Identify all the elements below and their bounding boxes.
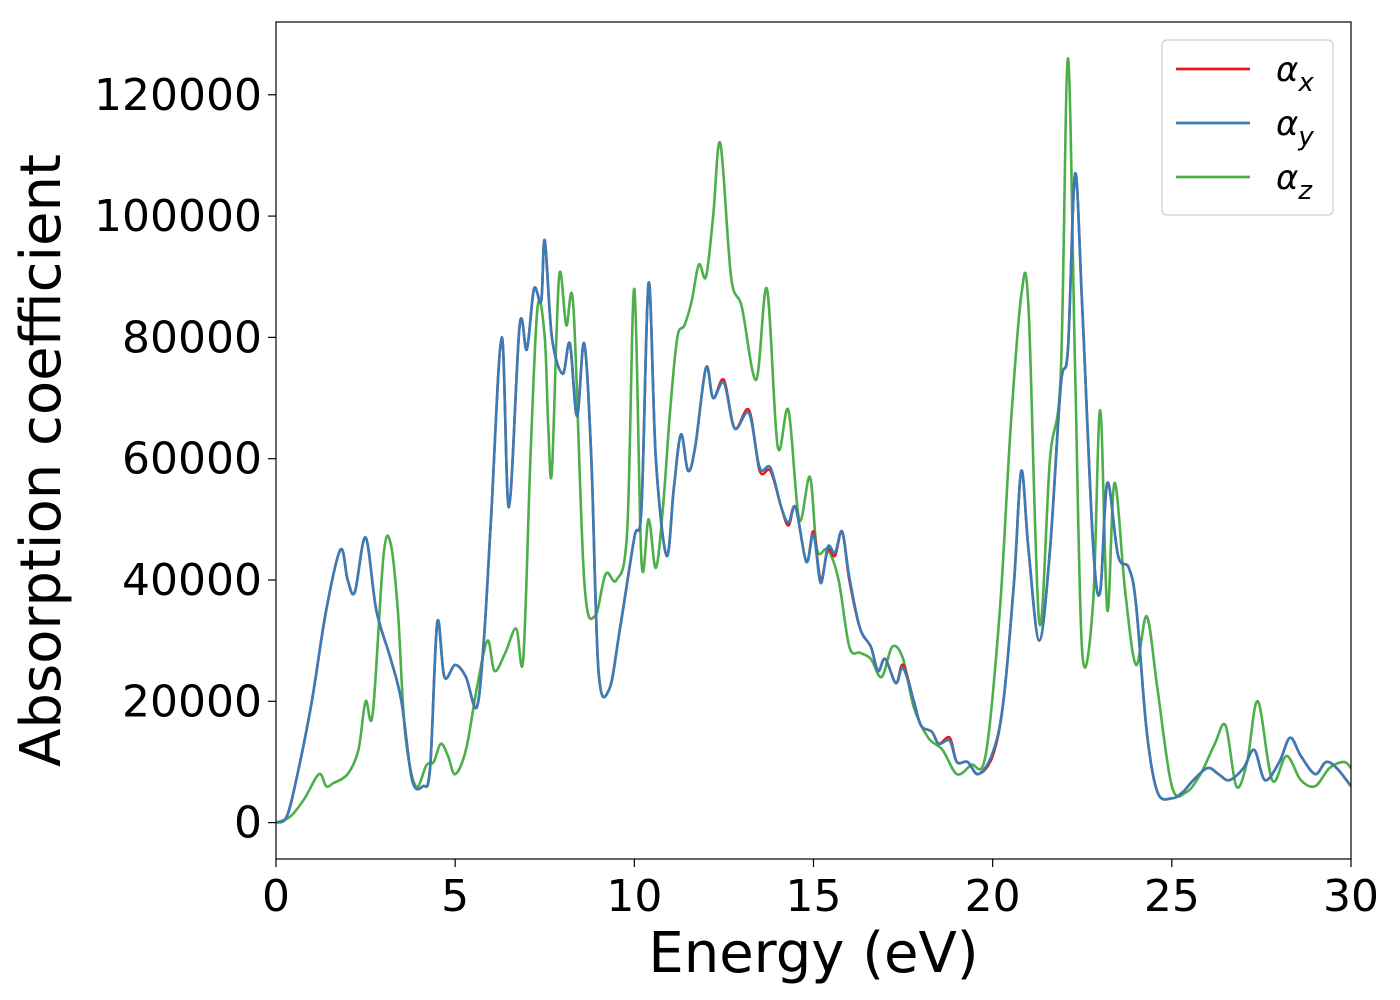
x-axis-label: Energy (eV) [648,921,978,986]
series-line-y [276,172,1351,824]
x-tick-label: 10 [606,871,662,922]
legend-label-z: αz [1276,158,1313,206]
x-tick-label: 5 [441,871,469,922]
legend-label-symbol: α [1276,158,1298,198]
x-tick-label: 0 [262,871,290,922]
y-tick-label: 60000 [122,434,262,485]
y-axis: 0 20000 40000 60000 80000 100000 120000 [94,70,276,849]
legend-label-x: αx [1276,50,1314,98]
x-axis: 0 5 10 15 20 25 30 [262,859,1379,922]
series-line-z [276,57,1351,824]
x-tick-label: 25 [1144,871,1200,922]
legend-label-subscript: x [1297,68,1314,98]
y-tick-label: 0 [234,798,262,849]
x-tick-label: 15 [786,871,842,922]
legend-label-symbol: α [1276,50,1298,90]
legend-label-symbol: α [1276,104,1298,144]
y-tick-label: 100000 [94,191,262,242]
legend-label-subscript: z [1297,176,1313,206]
legend-label-y: αy [1276,104,1314,152]
y-tick-label: 40000 [122,555,262,606]
series-layer [276,57,1351,824]
legend-box [1161,39,1334,216]
y-axis-label: Absorption coefficient [9,154,74,767]
x-tick-label: 20 [965,871,1021,922]
y-tick-label: 80000 [122,312,262,363]
y-tick-label: 20000 [122,676,262,727]
x-tick-label: 30 [1323,871,1379,922]
legend-label-subscript: y [1297,122,1314,152]
y-tick-label: 120000 [94,70,262,121]
